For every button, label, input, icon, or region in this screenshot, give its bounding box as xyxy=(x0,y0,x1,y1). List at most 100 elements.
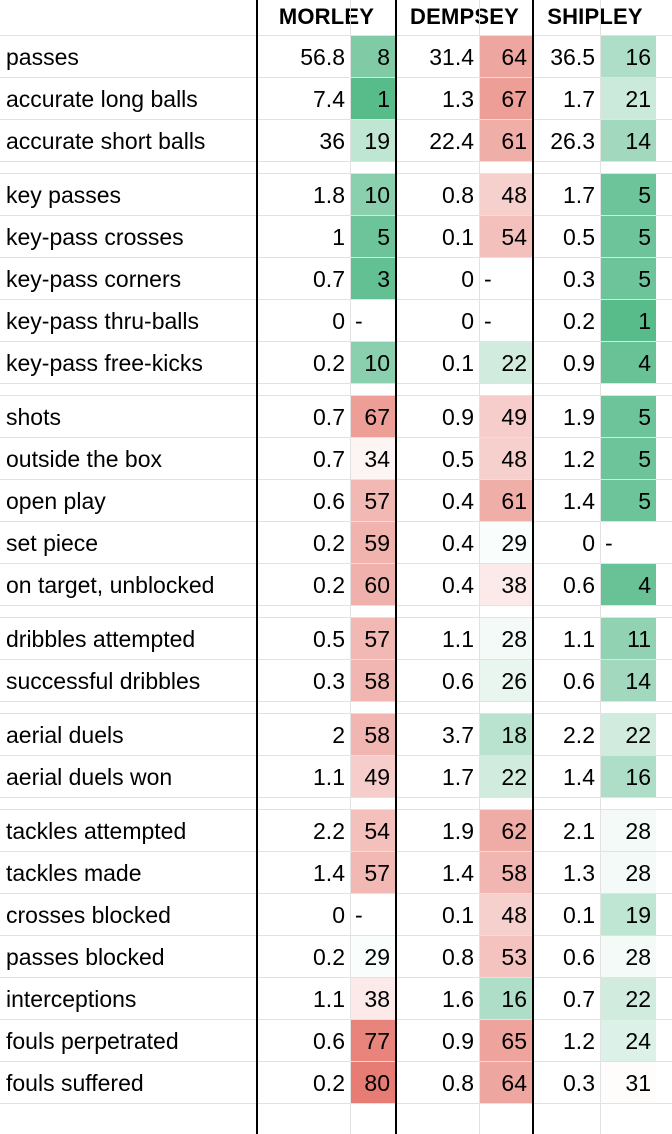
morley-rank: 59 xyxy=(350,522,395,564)
row-divider xyxy=(0,809,672,810)
dempsey-rank: 65 xyxy=(479,1020,532,1062)
morley-rank: 10 xyxy=(350,342,395,384)
morley-rank: 57 xyxy=(350,618,395,660)
morley-value: 0.5 xyxy=(313,626,345,652)
stat-label: successful dribbles xyxy=(6,668,201,694)
table-row: fouls perpetrated 0.6 77 0.9 65 1.2 24 xyxy=(0,1020,672,1062)
morley-value: 36 xyxy=(319,128,345,154)
table-row: set piece 0.2 59 0.4 29 0- xyxy=(0,522,672,564)
row-divider xyxy=(0,161,672,162)
shipley-rank: 5 xyxy=(600,438,656,480)
morley-rank: 5 xyxy=(350,216,395,258)
row-divider xyxy=(0,383,672,384)
stat-label: passes xyxy=(6,44,79,70)
dempsey-value: 0 xyxy=(461,308,474,334)
dempsey-value: 1.4 xyxy=(442,860,474,886)
stat-label: outside the box xyxy=(6,446,163,472)
stat-label: passes blocked xyxy=(6,944,165,970)
shipley-value: 1.4 xyxy=(563,764,595,790)
morley-rank: 77 xyxy=(350,1020,395,1062)
table-row: on target, unblocked 0.2 60 0.4 38 0.6 4 xyxy=(0,564,672,606)
dempsey-rank: 48 xyxy=(479,438,532,480)
dempsey-value: 0 xyxy=(461,266,474,292)
row-divider xyxy=(0,395,672,396)
shipley-rank: 5 xyxy=(600,174,656,216)
shipley-value: 1.2 xyxy=(563,446,595,472)
shipley-value: 0.6 xyxy=(563,668,595,694)
shipley-rank: - xyxy=(605,530,613,556)
table-row: interceptions 1.1 38 1.6 16 0.7 22 xyxy=(0,978,672,1020)
table-row: key-pass thru-balls 0-0-0.2 1 xyxy=(0,300,672,342)
morley-rank: 10 xyxy=(350,174,395,216)
shipley-value: 0.3 xyxy=(563,266,595,292)
row-divider xyxy=(0,341,672,342)
morley-value: 2 xyxy=(332,722,345,748)
morley-value: 0 xyxy=(332,308,345,334)
morley-value: 1.1 xyxy=(313,986,345,1012)
dempsey-value: 1.3 xyxy=(442,86,474,112)
shipley-value: 0.6 xyxy=(563,572,595,598)
morley-value: 0.7 xyxy=(313,404,345,430)
shipley-rank: 5 xyxy=(600,258,656,300)
shipley-rank: 28 xyxy=(600,936,656,978)
dempsey-rank: - xyxy=(484,266,492,292)
dempsey-rank: 64 xyxy=(479,36,532,78)
row-divider xyxy=(0,605,672,606)
shipley-rank: 5 xyxy=(600,396,656,438)
dempsey-rank: 61 xyxy=(479,120,532,162)
dempsey-value: 0.4 xyxy=(442,572,474,598)
dempsey-rank: 16 xyxy=(479,978,532,1020)
table-row: tackles attempted 2.2 54 1.9 62 2.1 28 xyxy=(0,810,672,852)
table-row: open play 0.6 57 0.4 61 1.4 5 xyxy=(0,480,672,522)
shipley-value: 1.7 xyxy=(563,182,595,208)
morley-rank: 29 xyxy=(350,936,395,978)
shipley-value: 1.9 xyxy=(563,404,595,430)
shipley-rank: 11 xyxy=(600,618,656,660)
shipley-value: 1.3 xyxy=(563,860,595,886)
table-row: aerial duels won 1.1 49 1.7 22 1.4 16 xyxy=(0,756,672,798)
column-divider xyxy=(479,0,480,1134)
dempsey-rank: 54 xyxy=(479,216,532,258)
shipley-value: 0.9 xyxy=(563,350,595,376)
column-divider xyxy=(600,0,601,1134)
dempsey-value: 1.9 xyxy=(442,818,474,844)
shipley-rank: 16 xyxy=(600,756,656,798)
row-divider xyxy=(0,521,672,522)
shipley-rank: 4 xyxy=(600,342,656,384)
stat-label: dribbles attempted xyxy=(6,626,196,652)
morley-rank: 1 xyxy=(350,78,395,120)
morley-value: 0.7 xyxy=(313,446,345,472)
stat-label: interceptions xyxy=(6,986,137,1012)
row-divider xyxy=(0,35,672,36)
shipley-rank: 5 xyxy=(600,216,656,258)
stat-label: crosses blocked xyxy=(6,902,171,928)
stat-label: tackles made xyxy=(6,860,142,886)
row-divider xyxy=(0,119,672,120)
dempsey-rank: 49 xyxy=(479,396,532,438)
morley-rank: 80 xyxy=(350,1062,395,1104)
stat-label: accurate long balls xyxy=(6,86,198,112)
morley-rank: 67 xyxy=(350,396,395,438)
table-row: accurate long balls 7.4 1 1.3 67 1.7 21 xyxy=(0,78,672,120)
morley-value: 1.8 xyxy=(313,182,345,208)
row-divider xyxy=(0,659,672,660)
dempsey-rank: - xyxy=(484,308,492,334)
stat-label: open play xyxy=(6,488,106,514)
row-divider xyxy=(0,797,672,798)
morley-value: 0.2 xyxy=(313,944,345,970)
column-divider xyxy=(350,0,351,1134)
dempsey-value: 1.1 xyxy=(442,626,474,652)
shipley-value: 0.1 xyxy=(563,902,595,928)
row-divider xyxy=(0,893,672,894)
table-row: key-pass free-kicks 0.2 10 0.1 22 0.9 4 xyxy=(0,342,672,384)
row-divider xyxy=(0,479,672,480)
row-divider xyxy=(0,437,672,438)
dempsey-rank: 48 xyxy=(479,894,532,936)
shipley-rank: 24 xyxy=(600,1020,656,1062)
table-row: outside the box 0.7 34 0.5 48 1.2 5 xyxy=(0,438,672,480)
dempsey-rank: 18 xyxy=(479,714,532,756)
morley-rank: 38 xyxy=(350,978,395,1020)
shipley-value: 0.3 xyxy=(563,1070,595,1096)
table-row: passes 56.8 8 31.4 64 36.5 16 xyxy=(0,36,672,78)
player-divider xyxy=(395,0,397,1134)
